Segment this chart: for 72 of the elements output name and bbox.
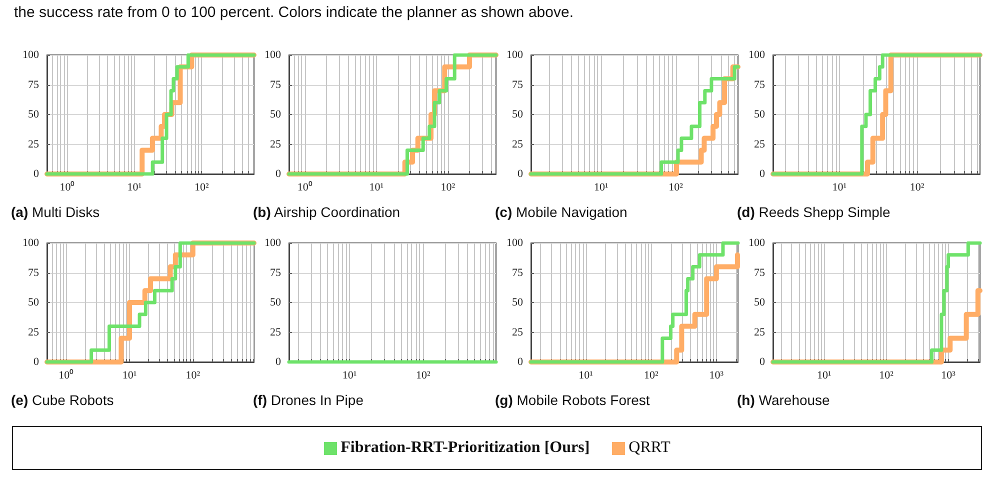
y-tick-label: 100: [264, 237, 282, 249]
y-tick-label: 0: [276, 168, 282, 180]
y-tick-label: 50: [270, 296, 282, 308]
text: the success rate from 0 to 100 percent. Colors indicate the planner as shown above.: [14, 4, 574, 21]
y-tick-label: 75: [28, 78, 40, 91]
y-tick-label: 50: [512, 108, 524, 120]
x-tick-label: 10¹: [578, 370, 593, 382]
x-tick-label: 10²: [910, 182, 925, 194]
y-tick-label: 75: [754, 78, 766, 91]
y-tick-label: 0: [518, 356, 524, 368]
y-tick-label: 75: [28, 266, 40, 279]
y-tick-label: 0: [518, 168, 524, 180]
text: (h) Warehouse: [737, 392, 830, 408]
y-tick-label: 100: [506, 237, 524, 249]
y-tick-label: 25: [512, 326, 524, 338]
x-tick-label: 10²: [879, 370, 894, 382]
x-tick-label: 10²: [416, 370, 431, 382]
text: (a) Multi Disks: [11, 204, 100, 220]
x-tick-label: 10²: [194, 182, 210, 194]
x-tick-label: 10⁰: [60, 180, 75, 194]
y-tick-label: 0: [276, 356, 282, 368]
legend-label: Fibration-RRT-Prioritization [Ours]: [340, 439, 590, 457]
y-tick-label: 25: [512, 138, 524, 150]
text: (g) Mobile Robots Forest: [495, 392, 650, 408]
x-tick-label: 10⁰: [297, 180, 312, 194]
y-tick-label: 100: [748, 237, 766, 249]
text: (f) Drones In Pipe: [253, 392, 364, 408]
x-tick-label: 10³: [709, 370, 724, 382]
y-tick-label: 0: [760, 168, 766, 180]
x-tick-label: 10¹: [342, 370, 357, 382]
x-tick-label: 10¹: [832, 182, 847, 194]
y-tick-label: 0: [760, 356, 766, 368]
y-tick-label: 100: [22, 237, 40, 249]
x-tick-label: 10²: [440, 182, 456, 194]
y-tick-label: 75: [270, 78, 282, 91]
y-tick-label: 25: [754, 326, 766, 338]
y-tick-label: 75: [270, 266, 282, 279]
x-tick-label: 10¹: [127, 182, 142, 194]
y-tick-label: 25: [754, 138, 766, 150]
y-tick-label: 50: [512, 296, 524, 308]
x-tick-label: 10¹: [594, 182, 608, 194]
y-tick-label: 75: [754, 266, 766, 279]
y-tick-label: 25: [28, 138, 40, 150]
y-tick-label: 100: [264, 49, 282, 61]
y-tick-label: 100: [506, 49, 524, 61]
y-tick-label: 50: [28, 108, 40, 120]
x-tick-label: 10³: [941, 370, 956, 382]
x-tick-label: 10²: [644, 370, 659, 382]
y-tick-label: 0: [34, 356, 40, 368]
y-tick-label: 50: [28, 296, 40, 308]
x-tick-label: 10²: [186, 370, 201, 382]
y-tick-label: 25: [270, 326, 282, 338]
text: (d) Reeds Shepp Simple: [737, 204, 891, 220]
x-tick-label: 10¹: [816, 370, 832, 382]
y-tick-label: 75: [512, 266, 524, 279]
y-tick-label: 50: [754, 108, 766, 120]
x-tick-label: 10¹: [369, 182, 384, 194]
y-tick-label: 50: [270, 108, 282, 120]
x-tick-label: 10²: [668, 182, 684, 194]
y-tick-label: 0: [34, 168, 40, 180]
x-tick-label: 10¹: [122, 370, 137, 382]
text: (e) Cube Robots: [11, 392, 114, 408]
y-tick-label: 25: [28, 326, 40, 338]
y-tick-label: 75: [512, 78, 524, 91]
text: (c) Mobile Navigation: [495, 204, 628, 220]
text: (b) Airship Coordination: [253, 204, 400, 220]
y-tick-label: 25: [270, 138, 282, 150]
y-tick-label: 100: [22, 49, 40, 61]
y-tick-label: 100: [748, 49, 766, 61]
legend-label: QRRT: [628, 439, 670, 457]
x-tick-label: 10⁰: [58, 368, 74, 382]
y-tick-label: 50: [754, 296, 766, 308]
